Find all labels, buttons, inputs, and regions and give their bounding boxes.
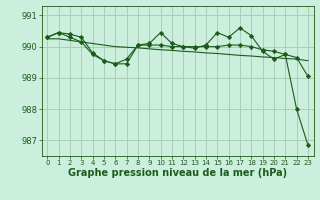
X-axis label: Graphe pression niveau de la mer (hPa): Graphe pression niveau de la mer (hPa)	[68, 168, 287, 178]
